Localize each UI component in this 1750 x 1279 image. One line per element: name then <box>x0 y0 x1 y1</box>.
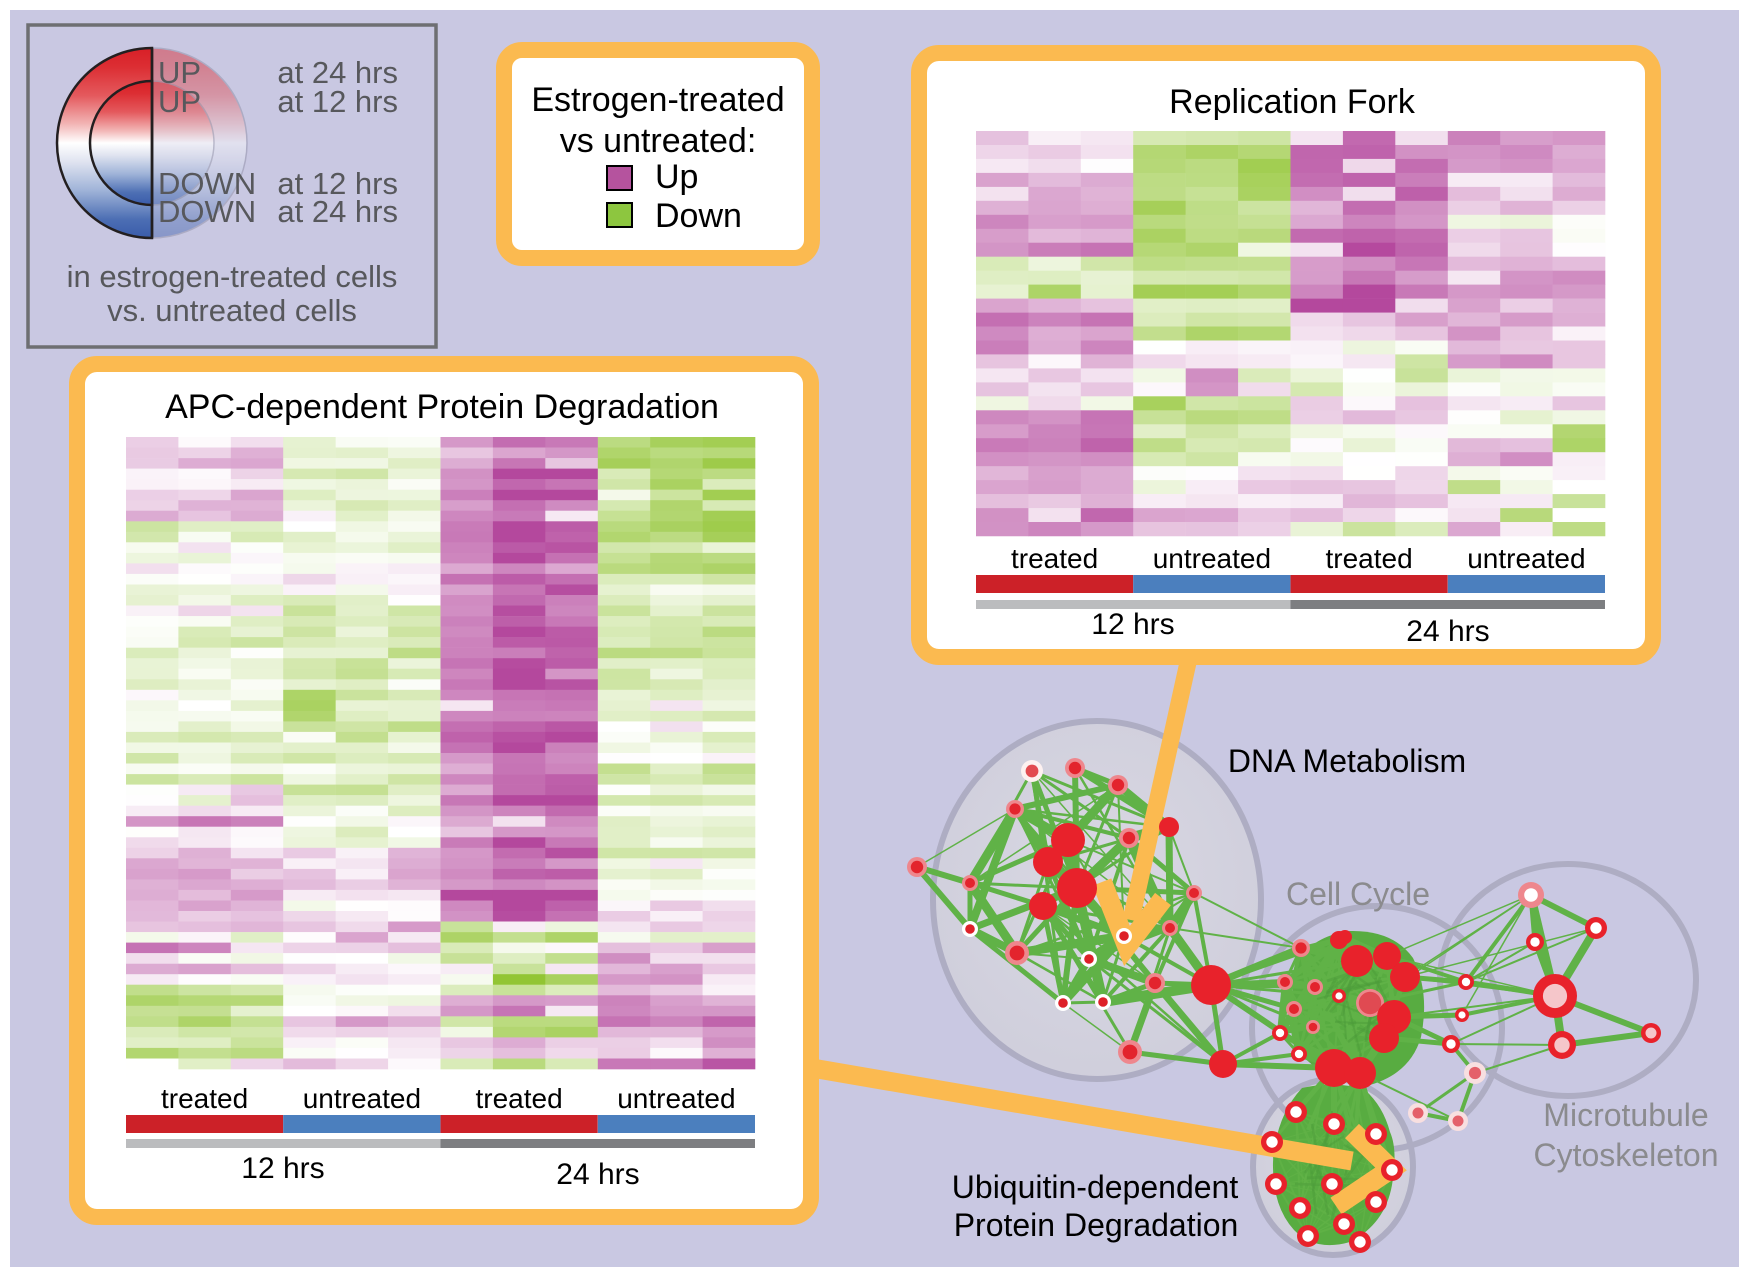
svg-text:Cytoskeleton: Cytoskeleton <box>1534 1137 1719 1173</box>
svg-text:Up: Up <box>655 158 698 196</box>
svg-text:Ubiquitin-dependent: Ubiquitin-dependent <box>952 1169 1239 1205</box>
svg-text:UP: UP <box>158 55 201 90</box>
svg-text:Down: Down <box>655 197 742 235</box>
svg-text:at 12 hrs: at 12 hrs <box>277 166 398 201</box>
svg-text:treated: treated <box>161 1083 248 1114</box>
svg-text:at 24 hrs: at 24 hrs <box>277 194 398 229</box>
svg-text:vs. untreated cells: vs. untreated cells <box>107 293 357 328</box>
svg-text:at 24 hrs: at 24 hrs <box>277 55 398 90</box>
svg-text:24 hrs: 24 hrs <box>1406 615 1489 648</box>
svg-text:Protein Degradation: Protein Degradation <box>954 1207 1239 1243</box>
svg-text:untreated: untreated <box>303 1083 421 1114</box>
svg-text:12 hrs: 12 hrs <box>241 1152 324 1185</box>
svg-text:untreated: untreated <box>617 1083 735 1114</box>
svg-text:UP: UP <box>158 84 201 119</box>
svg-text:DNA Metabolism: DNA Metabolism <box>1228 743 1466 779</box>
svg-text:24 hrs: 24 hrs <box>556 1158 639 1191</box>
svg-text:DOWN: DOWN <box>158 194 256 229</box>
svg-text:Microtubule: Microtubule <box>1543 1097 1708 1133</box>
svg-text:in estrogen-treated cells: in estrogen-treated cells <box>67 259 398 294</box>
svg-text:at 12 hrs: at 12 hrs <box>277 84 398 119</box>
svg-text:vs untreated:: vs untreated: <box>560 122 757 160</box>
svg-text:untreated: untreated <box>1153 543 1271 574</box>
svg-text:treated: treated <box>1326 543 1413 574</box>
svg-text:DOWN: DOWN <box>158 166 256 201</box>
svg-text:12 hrs: 12 hrs <box>1091 608 1174 641</box>
svg-text:APC-dependent Protein Degradat: APC-dependent Protein Degradation <box>165 388 719 426</box>
svg-text:Estrogen-treated: Estrogen-treated <box>531 81 784 119</box>
svg-text:treated: treated <box>1011 543 1098 574</box>
svg-text:untreated: untreated <box>1467 543 1585 574</box>
svg-text:Replication Fork: Replication Fork <box>1169 83 1416 121</box>
svg-text:Cell Cycle: Cell Cycle <box>1286 876 1430 912</box>
svg-text:treated: treated <box>476 1083 563 1114</box>
